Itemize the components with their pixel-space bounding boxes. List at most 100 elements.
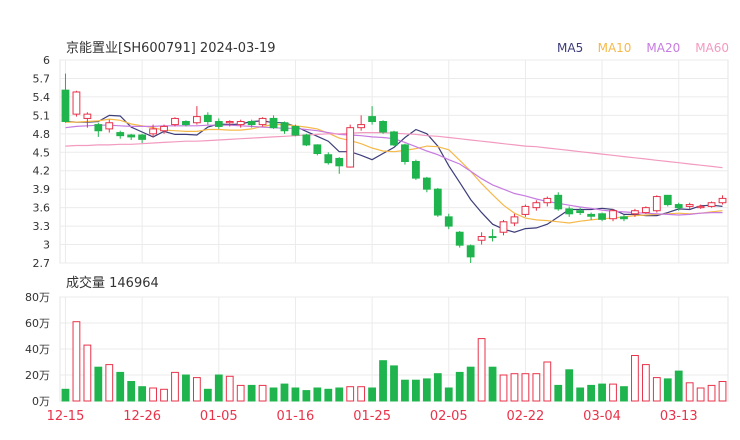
volume-bar xyxy=(94,366,103,402)
price-tick-label: 3.3 xyxy=(33,220,51,233)
x-tick-label: 03-13 xyxy=(660,409,698,424)
volume-bar xyxy=(313,387,322,402)
volume-bar xyxy=(280,383,289,402)
volume-tick-label: 80万 xyxy=(25,291,50,304)
price-tick-label: 4.8 xyxy=(33,128,51,141)
volume-tick-label: 20万 xyxy=(25,369,50,382)
candle-body xyxy=(280,122,289,132)
volume-bar xyxy=(302,390,311,402)
candle-body xyxy=(291,125,300,136)
volume-bar xyxy=(171,371,179,402)
x-tick-label: 12-26 xyxy=(123,409,161,424)
candle-body xyxy=(598,213,606,220)
volume-bar xyxy=(247,384,256,402)
candle-body xyxy=(313,144,322,155)
volume-bar xyxy=(477,338,486,402)
volume-bar xyxy=(258,384,267,402)
candle-body xyxy=(718,197,727,204)
candle-body xyxy=(707,202,716,207)
candle-body xyxy=(433,188,442,216)
price-frame xyxy=(59,59,729,264)
volume-bar xyxy=(203,388,212,402)
price-tick-label: 5.7 xyxy=(33,72,51,85)
candle-body xyxy=(401,144,409,163)
candle-body xyxy=(214,121,223,127)
x-axis: 12-15 12-26 01-05 01-16 01-25 02-05 02-22 03-04… xyxy=(47,409,698,424)
candle-body xyxy=(247,121,256,126)
volume-bar xyxy=(138,386,147,402)
candle-body xyxy=(532,202,541,209)
volume-bar xyxy=(390,365,398,402)
volume-bar xyxy=(444,387,453,402)
legend-ma5: MA5 xyxy=(557,41,583,55)
candle-body xyxy=(477,236,486,241)
candle-body xyxy=(510,216,519,224)
volume-bar xyxy=(554,384,563,402)
volume-bar xyxy=(61,388,70,402)
candle-body xyxy=(422,177,431,190)
volume-panel: 80万 60万 40万 20万 0万 xyxy=(25,291,729,408)
candle-body xyxy=(390,131,398,146)
volume-bar xyxy=(401,379,409,402)
volume-bar xyxy=(631,355,639,402)
volume-bar xyxy=(696,387,705,402)
volume-bar xyxy=(433,373,442,402)
candle-body xyxy=(631,210,639,215)
candle-body xyxy=(149,128,157,135)
volume-bar xyxy=(499,374,508,402)
candle-body xyxy=(543,197,552,204)
x-tick-label: 01-05 xyxy=(200,409,238,424)
ma-legend: MA60 MA20 MA10 MA5 xyxy=(557,41,729,55)
candle-body xyxy=(641,207,650,214)
x-tick-label: 01-25 xyxy=(353,409,391,424)
volume-bar xyxy=(182,374,190,402)
price-tick-label: 2.7 xyxy=(33,257,51,270)
candle-body xyxy=(368,116,376,123)
candle-body xyxy=(302,134,311,146)
volume-bar xyxy=(598,383,606,402)
volume-bar xyxy=(379,360,387,402)
candle-body xyxy=(499,221,508,233)
volume-bar xyxy=(324,388,333,402)
volume-bar xyxy=(368,387,376,402)
x-tick-label: 02-22 xyxy=(507,409,545,424)
volume-bar xyxy=(160,388,168,402)
candle-body xyxy=(620,216,628,220)
x-tick-label: 02-05 xyxy=(430,409,468,424)
candle-body xyxy=(324,154,333,164)
candle-body xyxy=(83,113,92,119)
price-panel: 6 5.7 5.4 5.1 4.8 4.5 4.2 3.9 3.6 3.3 3 2.7 xyxy=(33,54,729,270)
volume-bar xyxy=(236,384,245,402)
candle-body xyxy=(105,122,114,130)
volume-bar xyxy=(192,377,201,402)
candle-body xyxy=(346,127,355,168)
candle-body xyxy=(94,124,103,132)
volume-bar xyxy=(543,361,552,402)
x-tick-label: 12-15 xyxy=(47,409,85,424)
volume-bar xyxy=(576,387,585,402)
price-tick-label: 3.9 xyxy=(33,183,51,196)
candle-body xyxy=(171,117,179,126)
candle-body xyxy=(488,236,497,239)
candle-body xyxy=(609,210,617,220)
candle-body xyxy=(182,121,190,126)
candle-body xyxy=(696,205,705,209)
volume-bar xyxy=(455,371,464,402)
volume-bar xyxy=(422,378,431,402)
volume-bar xyxy=(83,344,92,402)
volume-tick-label: 0万 xyxy=(32,395,50,408)
candle-body xyxy=(674,204,683,209)
volume-bar xyxy=(674,370,683,402)
x-tick-label: 03-04 xyxy=(583,409,621,424)
candle-body xyxy=(554,194,563,210)
candle-body xyxy=(225,121,234,124)
volume-bar xyxy=(521,373,530,402)
candle-body xyxy=(663,194,672,206)
price-tick-label: 3 xyxy=(43,239,50,252)
legend-ma60: MA60 xyxy=(695,41,729,55)
candle-body xyxy=(160,125,168,132)
candle-body xyxy=(72,91,81,115)
volume-bar xyxy=(149,387,157,402)
candle-body xyxy=(269,117,278,129)
